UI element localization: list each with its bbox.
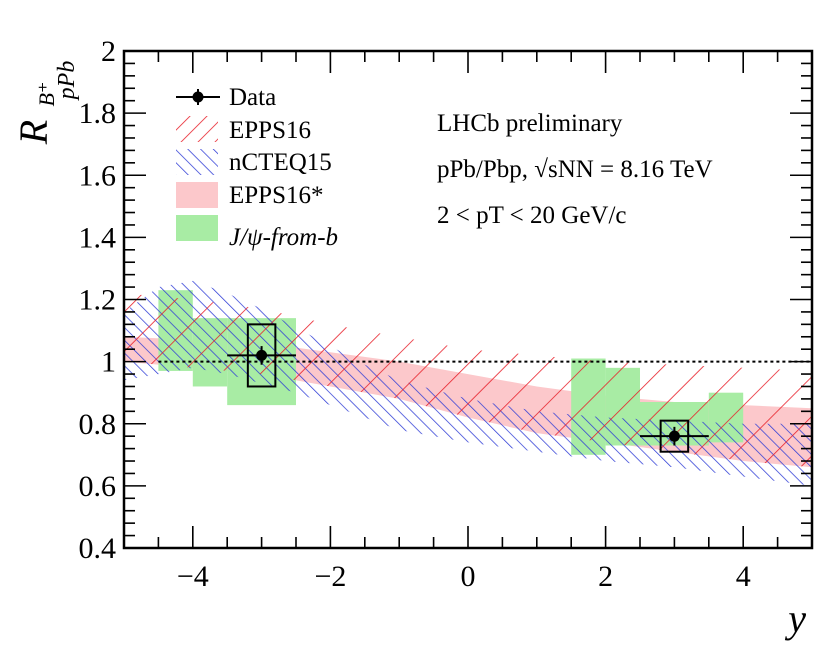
y-tick-label: 1 [101, 346, 116, 379]
x-tick-label: 2 [598, 560, 613, 593]
svg-text:B⁺: B⁺ [34, 81, 59, 106]
band-epps16 [124, 293, 812, 468]
legend-label-data: Data [229, 84, 276, 111]
legend-label-epps16-star: EPPS16* [229, 182, 323, 209]
x-tick-label: −2 [314, 560, 346, 593]
ticks-layer: −4 −2 0 2 4 0.4 0.6 0.8 1 1.2 1.4 1.6 1.8 2 [79, 35, 813, 593]
y-tick-label: 1.4 [79, 221, 117, 254]
y-tick-label: 0.8 [79, 408, 117, 441]
legend-label-epps16: EPPS16 [229, 117, 311, 144]
legend-entry-data: Data [176, 84, 276, 111]
svg-text:R: R [11, 120, 56, 145]
legend-swatch-epps16 [176, 116, 218, 142]
data-point-1 [668, 430, 680, 442]
y-axis-title-superscript: B⁺ [34, 81, 59, 106]
svg-text:pPb: pPb [54, 61, 80, 102]
legend-entry-epps16-star: EPPS16* [176, 182, 323, 209]
annotation-energy: pPb/Pbp, √sNN = 8.16 TeV [437, 156, 713, 183]
legend-entry-ncteq15: nCTEQ15 [176, 149, 332, 176]
legend-data-marker [192, 91, 204, 103]
legend-swatch-epps16-star [176, 182, 218, 208]
legend-label-jpsi: J/ψ-from-b [229, 224, 338, 251]
x-tick-label: 4 [736, 560, 751, 593]
legend-label-ncteq15: nCTEQ15 [229, 149, 332, 176]
x-axis-title: y [784, 596, 806, 641]
y-tick-label: 1.6 [79, 159, 117, 192]
legend-entry-epps16: EPPS16 [176, 116, 311, 144]
x-tick-label: −4 [177, 560, 209, 593]
legend-entry-jpsi: J/ψ-from-b [176, 215, 338, 251]
y-axis-title-subscript: pPb [54, 61, 80, 102]
legend-swatch-ncteq15 [176, 149, 218, 175]
data-layer [227, 323, 709, 453]
legend-swatch-jpsi [176, 215, 218, 241]
y-tick-label: 1.8 [79, 97, 117, 130]
data-point-0 [256, 349, 268, 361]
annotations: LHCb preliminary pPb/Pbp, √sNN = 8.16 Te… [437, 110, 713, 229]
bands-layer [124, 280, 812, 486]
legend: Data EPPS16 nCTEQ15 EPPS16* J/ψ-from-b [176, 84, 338, 251]
annotation-lhcb: LHCb preliminary [437, 110, 623, 137]
y-tick-label: 0.6 [79, 470, 117, 503]
y-axis-title: R B⁺ pPb [11, 61, 80, 146]
y-tick-label: 0.4 [79, 532, 117, 565]
y-tick-label: 1.2 [79, 284, 117, 317]
y-axis-title-main: R [11, 120, 56, 145]
x-tick-label: 0 [461, 560, 476, 593]
annotation-pt-range: 2 < pT < 20 GeV/c [437, 202, 627, 229]
y-tick-label: 2 [101, 35, 116, 68]
